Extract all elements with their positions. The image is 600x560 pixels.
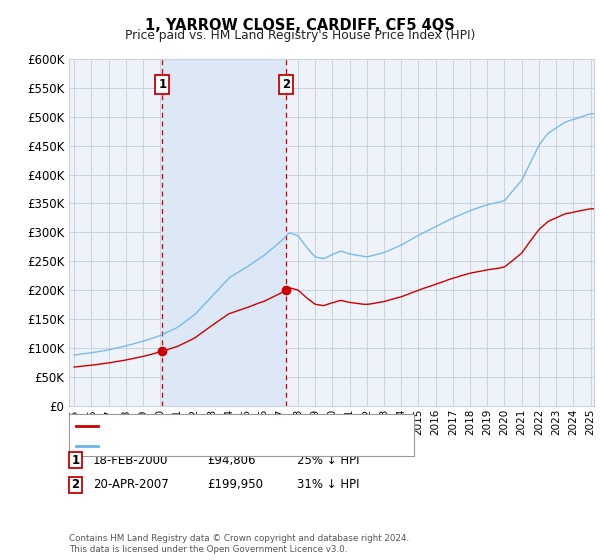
Text: 1, YARROW CLOSE, CARDIFF, CF5 4QS: 1, YARROW CLOSE, CARDIFF, CF5 4QS — [145, 18, 455, 33]
Bar — [162, 59, 286, 406]
Text: Price paid vs. HM Land Registry's House Price Index (HPI): Price paid vs. HM Land Registry's House … — [125, 29, 475, 42]
Text: HPI: Average price, detached house, Cardiff: HPI: Average price, detached house, Card… — [103, 441, 341, 451]
Text: 1: 1 — [71, 454, 80, 467]
Text: 20-APR-2007: 20-APR-2007 — [93, 478, 169, 492]
Text: £94,806: £94,806 — [207, 454, 256, 467]
Text: 1, YARROW CLOSE, CARDIFF, CF5 4QS (detached house): 1, YARROW CLOSE, CARDIFF, CF5 4QS (detac… — [103, 421, 411, 431]
Text: £199,950: £199,950 — [207, 478, 263, 492]
Text: Contains HM Land Registry data © Crown copyright and database right 2024.
This d: Contains HM Land Registry data © Crown c… — [69, 534, 409, 554]
Text: 2: 2 — [71, 478, 80, 492]
Text: 25% ↓ HPI: 25% ↓ HPI — [297, 454, 359, 467]
Text: 1: 1 — [158, 78, 166, 91]
Text: 31% ↓ HPI: 31% ↓ HPI — [297, 478, 359, 492]
Text: 2: 2 — [281, 78, 290, 91]
Text: 18-FEB-2000: 18-FEB-2000 — [93, 454, 169, 467]
